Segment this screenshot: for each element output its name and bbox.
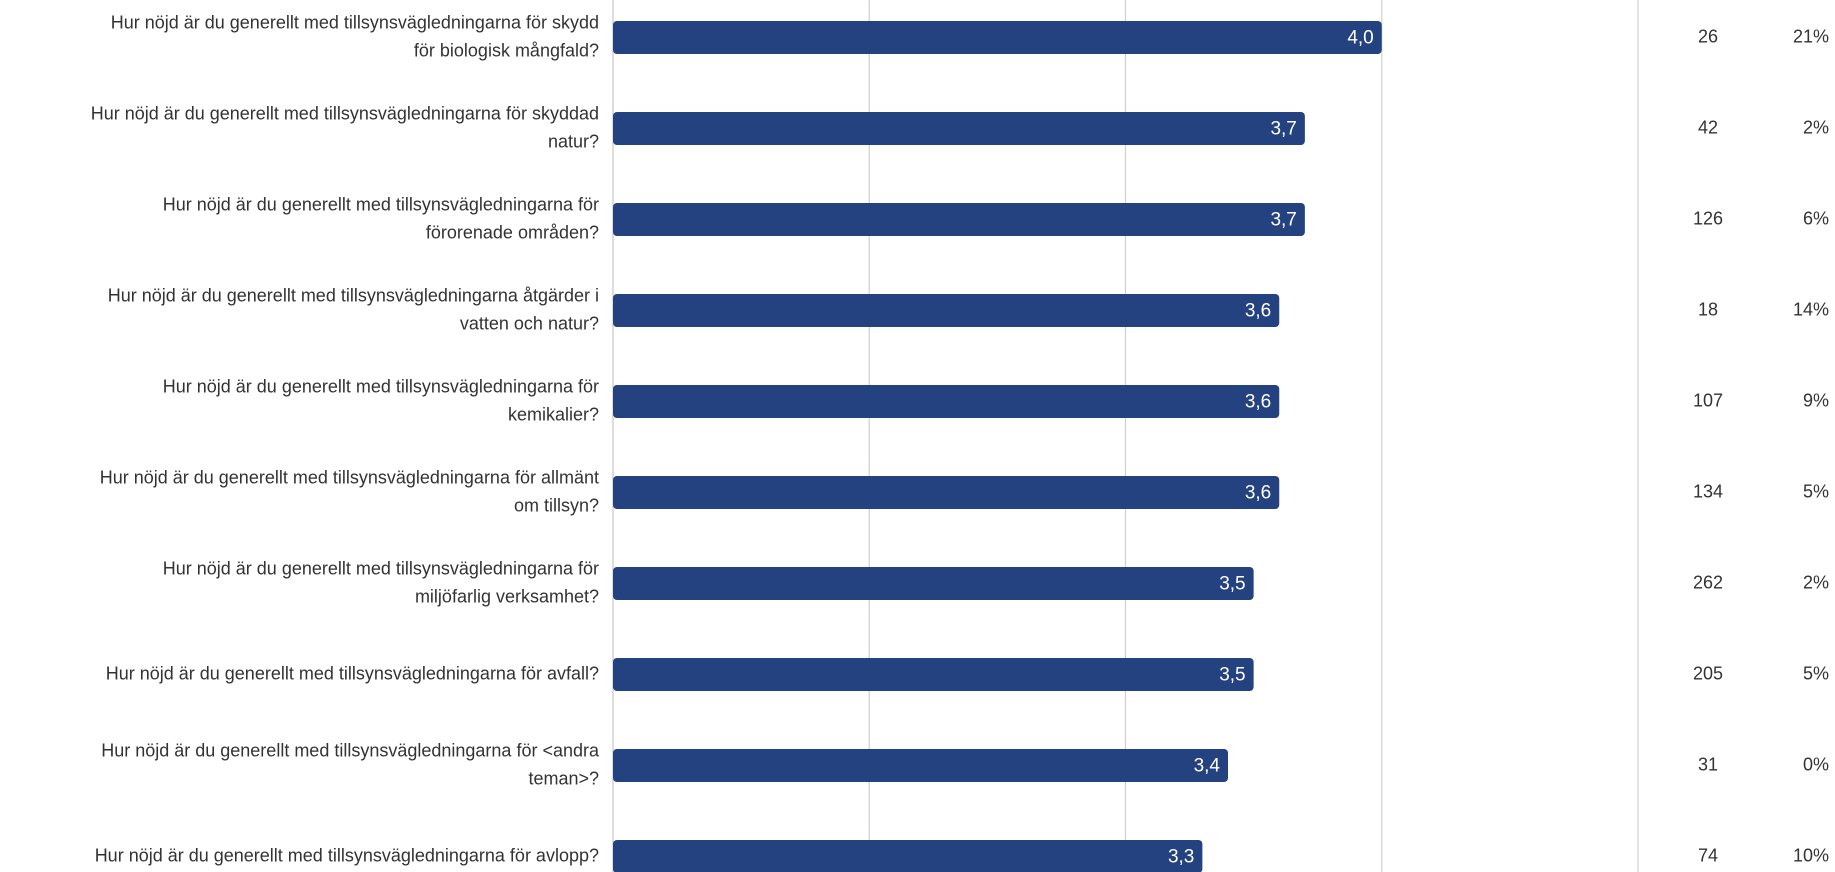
category-line: Hur nöjd är du generellt med tillsynsväg… — [111, 12, 599, 32]
category-line: Hur nöjd är du generellt med tillsynsväg… — [163, 194, 599, 214]
category-label: Hur nöjd är du generellt med tillsynsväg… — [163, 558, 599, 606]
bar — [613, 112, 1305, 145]
bar — [613, 294, 1280, 327]
share-label: 0% — [1803, 754, 1829, 774]
value-label: 3,5 — [1219, 574, 1245, 595]
count-label: 31 — [1698, 754, 1718, 774]
value-label: 3,5 — [1219, 665, 1245, 686]
category-line: för biologisk mångfald? — [414, 40, 599, 60]
category-line: Hur nöjd är du generellt med tillsynsväg… — [100, 467, 599, 487]
category-line: förorenade områden? — [426, 222, 599, 242]
count-label: 107 — [1693, 390, 1723, 410]
bar — [613, 385, 1280, 418]
category-line: kemikalier? — [508, 404, 599, 424]
category-line: natur? — [548, 131, 599, 151]
count-label: 205 — [1693, 663, 1723, 683]
category-label: Hur nöjd är du generellt med tillsynsväg… — [163, 376, 599, 424]
value-label: 3,6 — [1245, 392, 1271, 413]
bar — [613, 476, 1280, 509]
share-label: 10% — [1793, 845, 1829, 865]
value-label: 4,0 — [1347, 28, 1373, 49]
share-label: 6% — [1803, 208, 1829, 228]
share-label: 14% — [1793, 299, 1829, 319]
category-label: Hur nöjd är du generellt med tillsynsväg… — [95, 845, 599, 865]
category-line: vatten och natur? — [460, 313, 599, 333]
count-label: 126 — [1693, 208, 1723, 228]
bar — [613, 21, 1382, 54]
bar — [613, 840, 1203, 872]
category-line: Hur nöjd är du generellt med tillsynsväg… — [106, 663, 599, 683]
value-label: 3,6 — [1245, 301, 1271, 322]
count-label: 42 — [1698, 117, 1718, 137]
count-label: 74 — [1698, 845, 1718, 865]
share-label: 9% — [1803, 390, 1829, 410]
category-label: Hur nöjd är du generellt med tillsynsväg… — [91, 103, 599, 151]
count-label: 18 — [1698, 299, 1718, 319]
bar — [613, 749, 1228, 782]
share-label: 5% — [1803, 481, 1829, 501]
category-line: Hur nöjd är du generellt med tillsynsväg… — [163, 376, 599, 396]
category-line: Hur nöjd är du generellt med tillsynsväg… — [163, 558, 599, 578]
category-line: Hur nöjd är du generellt med tillsynsväg… — [101, 740, 600, 760]
value-label: 3,6 — [1245, 483, 1271, 504]
category-line: om tillsyn? — [514, 495, 599, 515]
category-label: Hur nöjd är du generellt med tillsynsväg… — [163, 194, 599, 242]
share-label: 5% — [1803, 663, 1829, 683]
share-label: 21% — [1793, 26, 1829, 46]
share-label: 2% — [1803, 117, 1829, 137]
bar — [613, 658, 1254, 691]
category-label: Hur nöjd är du generellt med tillsynsväg… — [101, 740, 600, 788]
count-label: 26 — [1698, 26, 1718, 46]
count-label: 262 — [1693, 572, 1723, 592]
value-label: 3,7 — [1270, 119, 1296, 140]
value-label: 3,3 — [1168, 847, 1194, 868]
share-label: 2% — [1803, 572, 1829, 592]
category-label: Hur nöjd är du generellt med tillsynsväg… — [108, 285, 599, 333]
category-line: miljöfarlig verksamhet? — [415, 586, 599, 606]
value-label: 3,7 — [1270, 210, 1296, 231]
category-label: Hur nöjd är du generellt med tillsynsväg… — [100, 467, 599, 515]
category-label: Hur nöjd är du generellt med tillsynsväg… — [111, 12, 599, 60]
bar — [613, 567, 1254, 600]
category-label: Hur nöjd är du generellt med tillsynsväg… — [106, 663, 599, 683]
category-line: teman>? — [528, 768, 599, 788]
count-label: 134 — [1693, 481, 1723, 501]
category-line: Hur nöjd är du generellt med tillsynsväg… — [108, 285, 599, 305]
value-label: 3,4 — [1194, 756, 1221, 777]
bar — [613, 203, 1305, 236]
category-line: Hur nöjd är du generellt med tillsynsväg… — [91, 103, 599, 123]
category-line: Hur nöjd är du generellt med tillsynsväg… — [95, 845, 599, 865]
